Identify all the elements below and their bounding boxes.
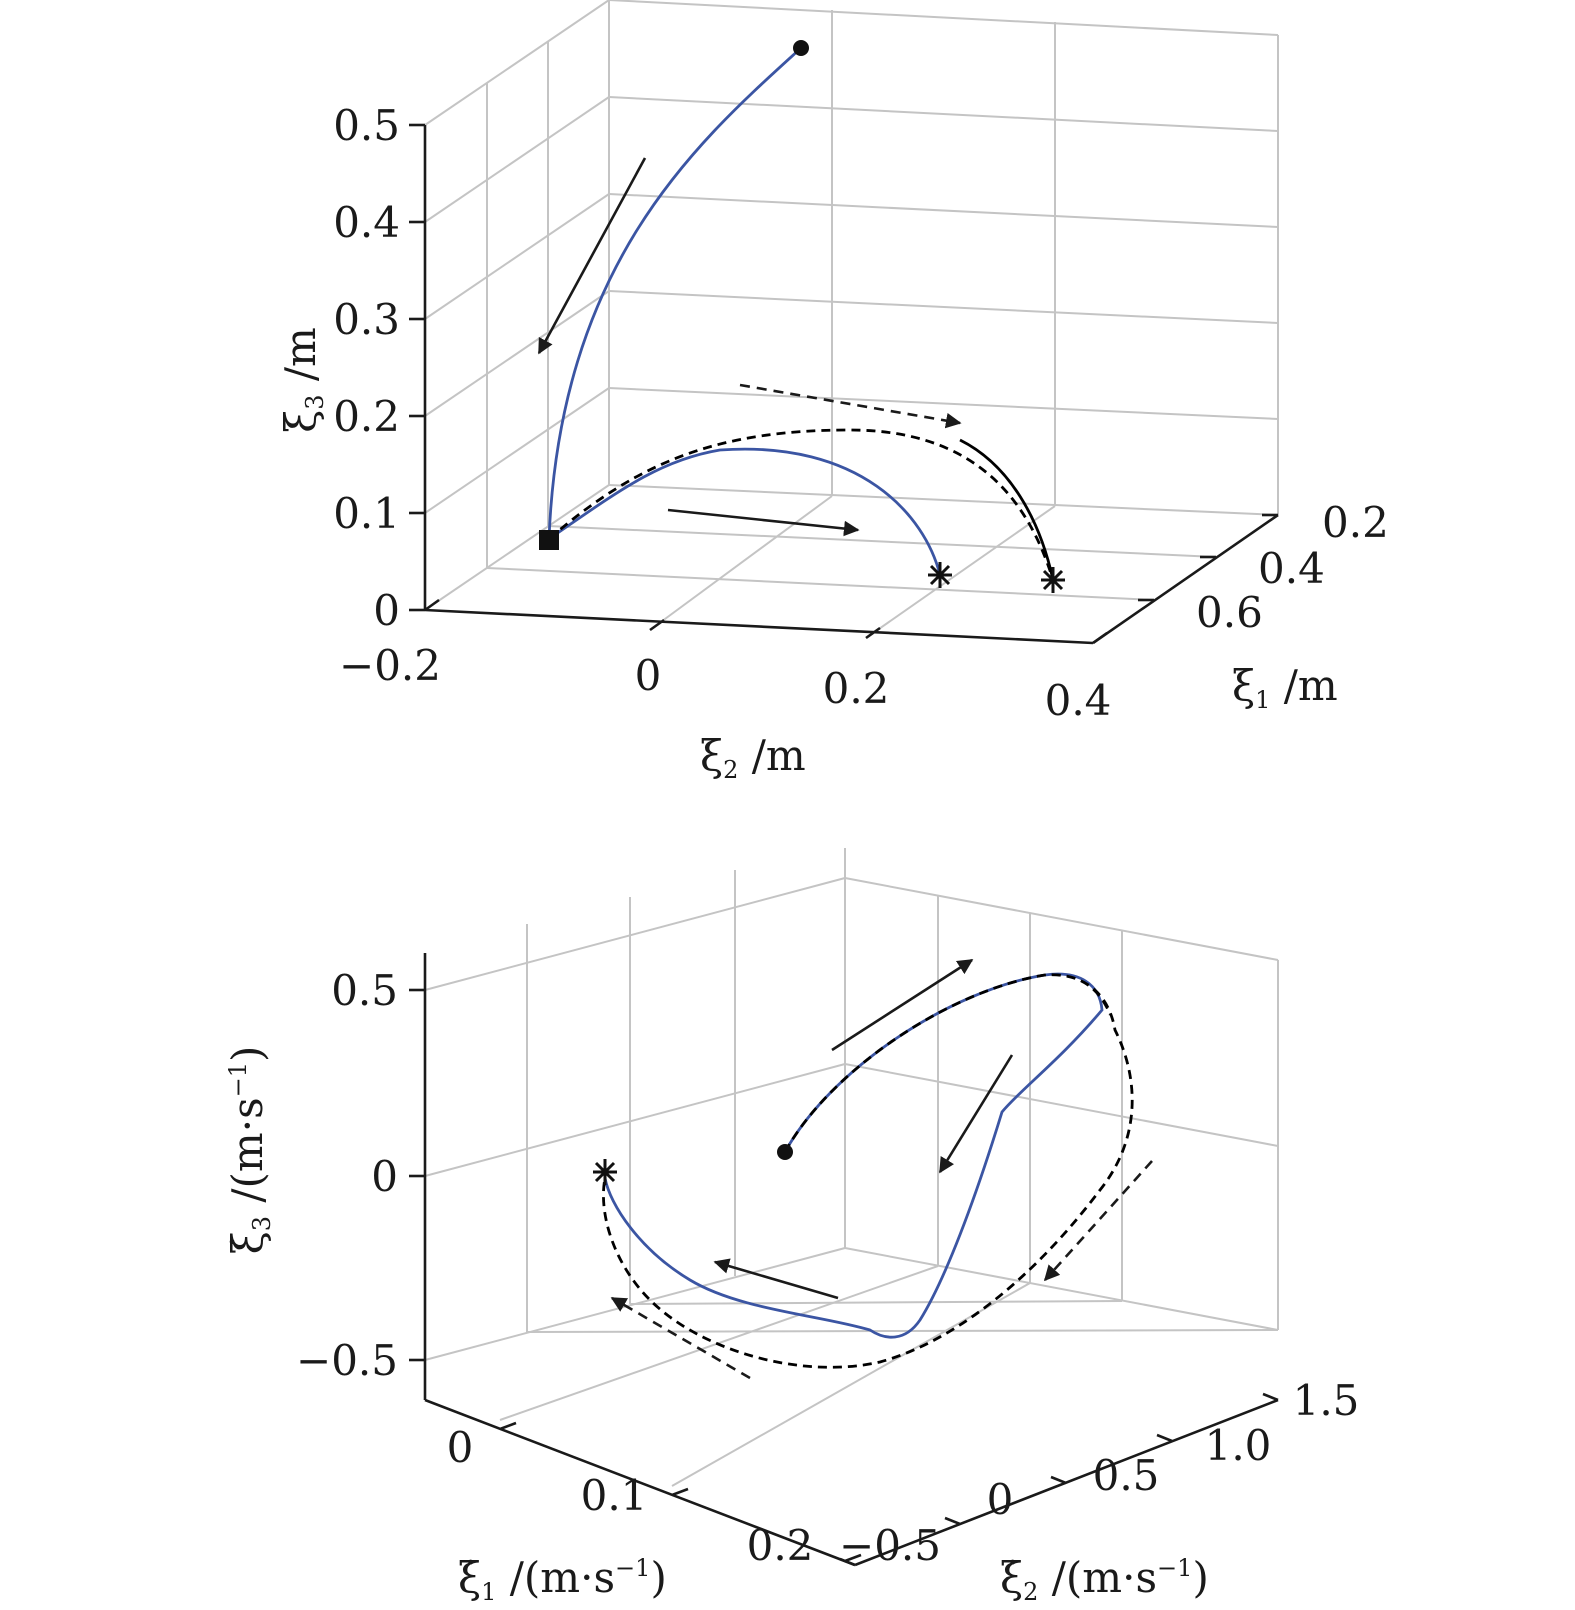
- bottom-y-tick-labels: −0.5 0 0.5 1.0 1.5: [839, 1376, 1359, 1570]
- bottom-curves: [602, 972, 1134, 1369]
- bottom-x-tick-label: 0.1: [581, 1471, 648, 1520]
- top-z-tick-labels: 0.5 0.4 0.3 0.2 0.1 0: [333, 101, 400, 635]
- top-axes: [409, 123, 1279, 645]
- top-arrow-right-solid: [667, 508, 860, 537]
- top-y-tick-label: 0.4: [1045, 676, 1112, 725]
- bottom-black-reference-solid-head: [784, 973, 1112, 1153]
- top-z-tick-label: 0: [373, 586, 400, 635]
- top-x-tick-label: 0.2: [1322, 498, 1389, 547]
- top-end-asterisk-marker-black: [1041, 567, 1065, 593]
- bottom-blue-trajectory: [603, 972, 1104, 1339]
- top-square-marker: [539, 530, 559, 550]
- bottom-z-tick-labels: 0.5 0 −0.5: [296, 966, 398, 1385]
- bottom-z-tick-label: −0.5: [296, 1336, 398, 1385]
- top-curves: [547, 46, 1055, 581]
- top-z-axis-label: ξ3 /m: [276, 327, 329, 433]
- top-z-tick-label: 0.5: [333, 101, 400, 150]
- bottom-arrow-left-solid: [713, 1258, 839, 1300]
- top-z-tick-label: 0.4: [333, 198, 400, 247]
- bottom-axis-labels: ξ̇1 /(m·s−1) ξ̇2 /(m·s−1) ξ̇3 /(m·s−1): [223, 1046, 1209, 1606]
- bottom-arrow-left-dashed: [610, 1296, 751, 1380]
- top-y-axis-label: ξ2 /m: [700, 731, 806, 784]
- bottom-x-tick-label: 0.2: [747, 1521, 814, 1570]
- top-x-tick-labels: 0.2 0.4 0.6: [1196, 498, 1389, 637]
- top-blue-trajectory-lower: [548, 447, 942, 576]
- bottom-z-tick-label: 0.5: [331, 966, 398, 1015]
- top-z-tick-label: 0.3: [333, 295, 400, 344]
- top-black-reference-solid-tail: [959, 438, 1055, 581]
- top-x-tick-label: 0.6: [1196, 588, 1263, 637]
- top-black-reference: [548, 428, 1055, 581]
- bottom-markers: [593, 1144, 793, 1185]
- top-blue-trajectory: [547, 46, 802, 540]
- bottom-y-tick-label: 0.5: [1093, 1451, 1160, 1500]
- top-end-asterisk-marker-blue: [928, 562, 952, 588]
- bottom-grid: [424, 848, 1279, 1487]
- top-start-circle-marker: [793, 40, 809, 56]
- bottom-x-tick-label: 0: [447, 1423, 474, 1472]
- bottom-y-tick-label: 1.5: [1293, 1376, 1360, 1425]
- bottom-start-circle-marker: [777, 1144, 793, 1160]
- top-arrow-right-dashed: [739, 383, 962, 429]
- top-y-tick-label: 0: [635, 651, 662, 700]
- bottom-y-tick-label: 0: [987, 1475, 1014, 1524]
- bottom-z-tick-label: 0: [371, 1152, 398, 1201]
- bottom-y-tick-label: −0.5: [839, 1521, 941, 1570]
- top-x-tick-label: 0.4: [1258, 544, 1325, 593]
- top-x-axis-label: ξ1 /m: [1232, 661, 1338, 714]
- bottom-z-axis-label: ξ̇3 /(m·s−1): [223, 1046, 276, 1255]
- top-chart: 0.5 0.4 0.3 0.2 0.1 0 −0.2 0 0.2 0.4 0.2…: [276, 0, 1389, 784]
- top-y-tick-label: −0.2: [339, 641, 441, 690]
- bottom-end-asterisk-marker: [593, 1159, 617, 1185]
- top-grid: [424, 0, 1279, 639]
- top-arrows: [537, 157, 962, 537]
- bottom-y-axis-label: ξ̇2 /(m·s−1): [1000, 1553, 1209, 1606]
- bottom-arrow-down-dashed: [1043, 1160, 1153, 1282]
- bottom-arrow-down-solid: [938, 1054, 1014, 1174]
- bottom-black-reference: [602, 973, 1134, 1369]
- bottom-arrow-up-right: [831, 958, 974, 1052]
- bottom-x-axis-label: ξ̇1 /(m·s−1): [458, 1553, 667, 1606]
- top-y-tick-labels: −0.2 0 0.2 0.4: [339, 641, 1111, 725]
- bottom-x-tick-labels: 0 0.1 0.2: [447, 1423, 814, 1570]
- top-y-tick-label: 0.2: [823, 664, 890, 713]
- top-markers: [539, 40, 1065, 593]
- top-z-tick-label: 0.2: [333, 392, 400, 441]
- top-arrow-down: [537, 157, 647, 355]
- bottom-y-tick-label: 1.0: [1205, 1421, 1272, 1470]
- bottom-arrows: [610, 958, 1153, 1380]
- bottom-chart: 0.5 0 −0.5 0 0.1 0.2 −0.5 0 0.5 1.0 1.5 …: [223, 848, 1359, 1606]
- top-axis-labels: ξ2 /m ξ1 /m ξ3 /m: [276, 327, 1338, 784]
- bottom-axes: [409, 953, 1279, 1567]
- top-z-tick-label: 0.1: [333, 489, 400, 538]
